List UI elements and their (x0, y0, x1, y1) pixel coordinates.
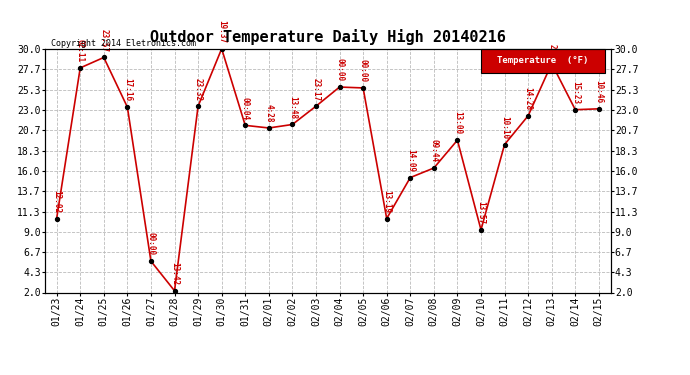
Point (405, 175, 416, 181)
Point (522, 113, 533, 119)
Text: 19:37: 19:37 (217, 20, 226, 43)
Point (499, 141, 510, 147)
Text: Temperature  (°F): Temperature (°F) (497, 56, 589, 65)
Text: 23:57: 23:57 (99, 29, 108, 52)
Text: 13:42: 13:42 (170, 262, 179, 285)
Point (546, 60, 558, 66)
Point (287, 122, 298, 128)
Text: 10:10: 10:10 (500, 116, 509, 139)
Point (357, 85, 368, 91)
Text: 00:04: 00:04 (241, 97, 250, 120)
Point (239, 122, 250, 128)
Text: 00:00: 00:00 (335, 58, 344, 81)
Text: 17:16: 17:16 (123, 78, 132, 102)
Text: 12:02: 12:02 (52, 190, 61, 213)
Text: 14:09: 14:09 (406, 149, 415, 172)
Title: Outdoor Temperature Daily High 20140216: Outdoor Temperature Daily High 20140216 (150, 29, 506, 45)
Point (98, 54, 109, 60)
Point (51, 216, 62, 222)
Point (169, 288, 180, 294)
Point (310, 103, 322, 109)
Text: 13:48: 13:48 (288, 96, 297, 119)
Point (381, 216, 392, 222)
Text: 15:23: 15:23 (571, 81, 580, 104)
Point (570, 106, 581, 112)
Text: 00:00: 00:00 (146, 232, 155, 256)
Text: 23:32: 23:32 (194, 78, 203, 101)
Text: 20:: 20: (547, 44, 556, 58)
Point (452, 137, 463, 143)
Text: 02:11: 02:11 (76, 39, 85, 62)
Point (593, 106, 604, 112)
Point (428, 165, 440, 171)
Point (146, 258, 157, 264)
FancyBboxPatch shape (480, 49, 605, 73)
Text: 14:28: 14:28 (524, 87, 533, 110)
Text: 00:00: 00:00 (359, 59, 368, 82)
Point (475, 227, 486, 233)
Text: 13:00: 13:00 (453, 111, 462, 135)
Point (334, 84, 345, 90)
Point (216, 46, 227, 52)
Text: 13:57: 13:57 (477, 201, 486, 224)
Point (193, 103, 204, 109)
Text: Copyright 2014 Eletronics.com: Copyright 2014 Eletronics.com (50, 39, 195, 48)
Point (264, 125, 275, 131)
Text: 09:44: 09:44 (429, 140, 438, 162)
Text: 23:17: 23:17 (311, 78, 320, 101)
Point (122, 104, 133, 110)
Text: 13:19: 13:19 (382, 190, 391, 213)
Text: 10:46: 10:46 (594, 80, 603, 103)
Text: 4:28: 4:28 (264, 104, 273, 122)
Point (75, 65, 86, 71)
